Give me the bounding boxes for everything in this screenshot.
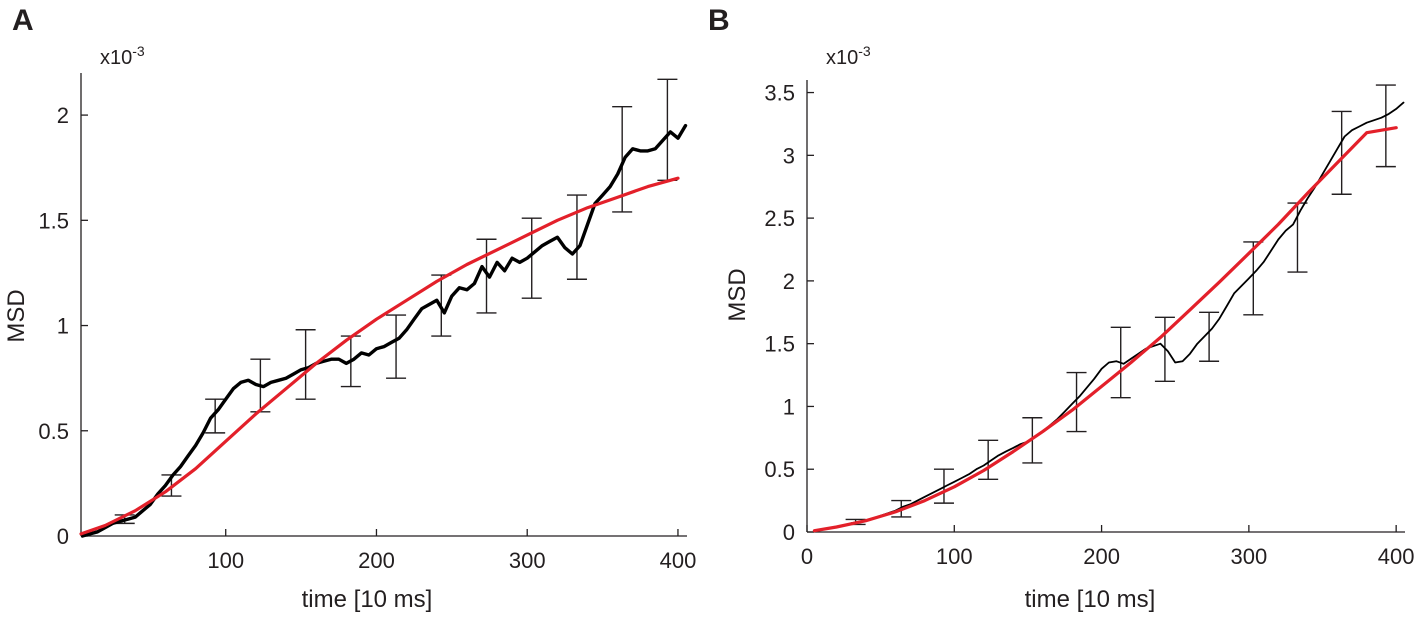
panel-b-error-bar [1375,84,1396,168]
panel-a-scale-label: x10-3 [100,43,145,69]
panel-a-fit-line [79,176,680,536]
panel-b-error-bar [978,439,999,480]
panel-a-y-tick-label: 1 [57,314,69,339]
panel-b-x-tick-label: 200 [1083,544,1120,569]
panel-a-error-bar [476,238,497,314]
panel-a-msd-data-line [80,123,688,538]
panel-b-y-tick-label: 0.5 [764,457,795,482]
panel-b-plot: 0 100 200 300 400 0 0.5 1 1.5 2 2.5 3 3.5 [764,80,1415,569]
panel-a-y-tick-label: 0.5 [38,419,69,444]
panel-a: A x10-3 100 200 300 400 0 0.5 1 1.5 2 time [10 m… [3,4,696,613]
panel-b-error-bar [1243,241,1264,316]
panel-b-error-bar [1066,371,1087,433]
panel-b-error-bar [1331,110,1352,195]
panel-b-error-bar [1199,311,1220,362]
panel-a-x-axis-label: time [10 ms] [302,586,433,613]
panel-b-x-tick-label: 0 [801,544,813,569]
panel-a-y-tick-label: 0 [57,524,69,549]
panel-a-y-axis-label: MSD [3,289,30,342]
panel-a-y-tick-label: 1.5 [38,208,69,233]
panel-a-error-bar [657,78,678,182]
panel-a-x-tick-label: 100 [207,548,244,573]
panel-b-y-tick-label: 3.5 [764,81,795,106]
panel-b-x-tick-label: 300 [1231,544,1268,569]
panel-b-y-axis-label: MSD [724,268,751,321]
panel-a-error-bar [386,314,407,379]
panel-b: B x10-3 0 100 200 300 400 0 0.5 1 1.5 2 2.5 3 3.5 ti… [708,4,1415,613]
panel-b-y-tick-label: 3 [783,143,795,168]
panel-a-error-bar [566,194,587,280]
panel-b-fit-line [812,126,1398,533]
panel-b-y-tick-label: 0 [783,520,795,545]
panel-a-y-tick-label: 2 [57,103,69,128]
panel-b-msd-data-line [813,101,1405,532]
panel-a-error-bar [205,398,226,434]
panel-b-x-axis-label: time [10 ms] [1025,586,1156,613]
panel-a-x-tick-label: 200 [358,548,395,573]
panel-b-x-tick-label: 100 [936,544,973,569]
panel-a-letter: A [12,4,34,37]
panel-a-error-bar [295,329,316,400]
panel-b-y-tick-label: 2 [783,269,795,294]
panel-a-x-tick-label: 400 [660,548,697,573]
panel-b-letter: B [708,4,730,37]
panel-b-y-tick-label: 1 [783,394,795,419]
panel-a-plot: 100 200 300 400 0 0.5 1 1.5 2 [38,73,696,573]
panel-b-x-tick-label: 400 [1378,544,1415,569]
panel-b-y-tick-label: 2.5 [764,206,795,231]
panel-b-scale-label: x10-3 [826,43,871,69]
panel-b-y-tick-label: 1.5 [764,332,795,357]
panel-a-x-tick-label: 300 [509,548,546,573]
